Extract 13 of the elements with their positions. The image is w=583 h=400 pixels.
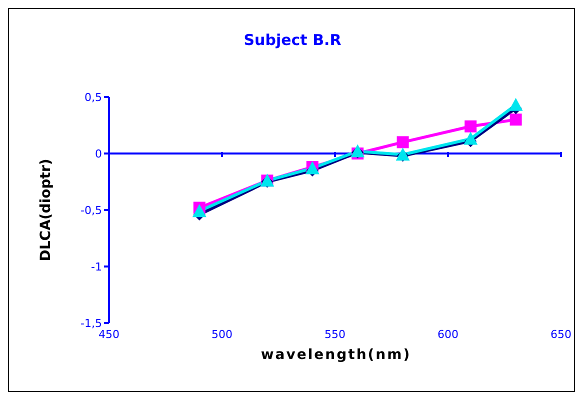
x-tick-label: 450 [98, 328, 120, 341]
y-tick-label: -1,5 [80, 316, 102, 330]
x-tick-label: 500 [212, 328, 232, 341]
x-tick-label: 600 [438, 328, 458, 341]
x-tick-label: 550 [324, 328, 346, 341]
x-axis-title: wavelength(nm) [260, 347, 412, 363]
y-tick-label: -0,5 [80, 204, 102, 217]
x-tick-label: 650 [550, 328, 572, 341]
y-axis-title: DLCA(dioptr) [38, 158, 54, 262]
y-tick-label: -1 [91, 260, 102, 274]
y-tick-label: 0,5 [84, 90, 102, 104]
y-tick-label: 0 [95, 147, 102, 160]
chart-title: Subject B.R [242, 31, 342, 49]
